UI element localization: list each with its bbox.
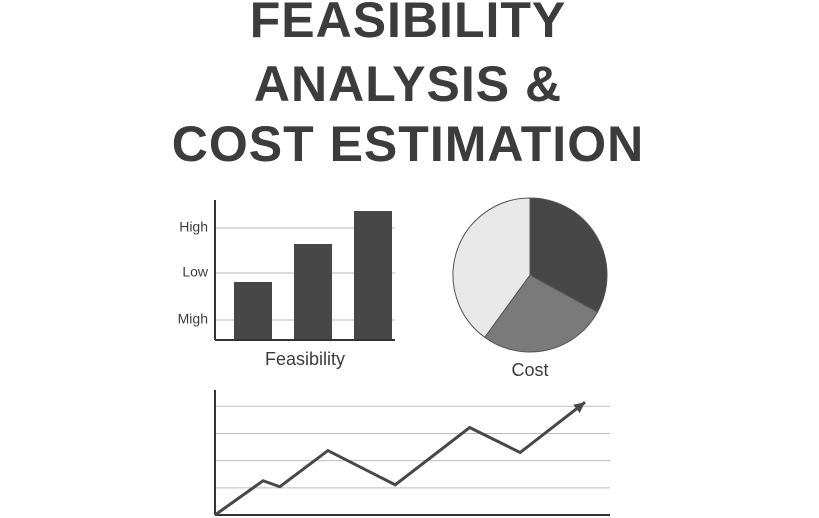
y-tick-label: Low — [182, 264, 209, 280]
pie-label: Cost — [511, 360, 548, 380]
bar — [354, 211, 392, 340]
y-tick-label: Migh — [178, 311, 208, 327]
bar — [234, 282, 272, 340]
pie-slice — [452, 197, 531, 338]
trend-line — [214, 401, 586, 517]
pie-slice — [529, 197, 608, 313]
title-line: ANALYSIS & — [254, 56, 562, 112]
arrow-head — [573, 402, 585, 413]
title-line: FEASIBILITY — [250, 0, 567, 48]
pie-slice — [484, 274, 599, 353]
title-line: COST ESTIMATION — [172, 116, 644, 172]
x-axis-label: Feasibility — [265, 349, 345, 369]
bar — [294, 244, 332, 340]
y-tick-label: High — [179, 219, 208, 235]
